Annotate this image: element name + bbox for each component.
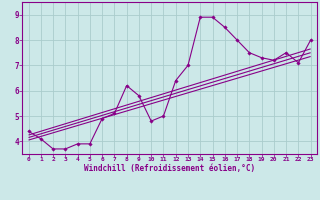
X-axis label: Windchill (Refroidissement éolien,°C): Windchill (Refroidissement éolien,°C) — [84, 164, 255, 173]
